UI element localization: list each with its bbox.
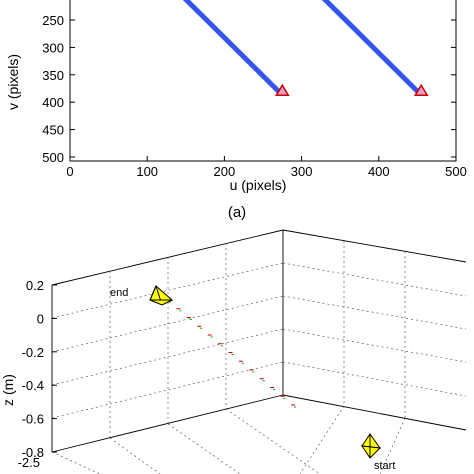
chart-a-ytick-label: 300 [42,40,64,55]
chart-a-ytick-label: 450 [42,123,64,138]
chart-a-xtick-label: 0 [66,164,73,179]
chart-a-x-ticks: 0 100 200 300 400 500 [66,156,467,179]
camera-start-icon [360,433,382,459]
chart-a-xtick-label: 300 [291,164,313,179]
chart-b-ztick-label: -0.6 [22,412,44,427]
chart-b-zlabel: z (m) [0,374,16,406]
chart-a-xtick-label: 100 [136,164,158,179]
chart-a-xtick-label: 500 [445,164,467,179]
chart-a-xtick-label: 400 [368,164,390,179]
chart-a-ytick-label: 500 [42,150,64,165]
chart-a-series-line-2 [321,0,420,94]
chart-a-xtick-label: 200 [214,164,236,179]
chart-a-series-line-1 [182,0,281,94]
annotation-start: start [374,460,395,472]
chart-a-xlabel: u (pixels) [230,177,287,193]
chart-a-caption: (a) [228,204,246,221]
chart-b-ztick-label: -0.4 [22,378,44,393]
chart-a-ytick-label: 250 [42,13,64,28]
chart-b-ztick-label: -0.2 [22,345,44,360]
chart-b-ztick-label: 0 [37,311,44,326]
chart-a: 250 300 350 400 450 500 0 100 200 300 400 500 u (p… [5,0,467,221]
chart-b-extra-tick: -2.5 [18,455,40,470]
chart-a-y-ticks: 250 300 350 400 450 500 [42,13,456,165]
chart-a-series [182,0,420,94]
chart-b-trajectory [166,299,296,408]
annotation-end: end [110,287,128,299]
chart-b-grid [51,241,467,474]
chart-b-frame [51,229,467,453]
camera-end-icon [149,285,174,306]
chart-a-ylabel: v (pixels) [5,54,21,110]
chart-a-axes-box [69,0,457,162]
chart-b: 0.2 0 -0.2 -0.4 -0.6 -0.8 -2.5 z (m) end star… [0,229,467,474]
chart-a-markers [274,83,429,96]
chart-a-ytick-label: 350 [42,68,64,83]
chart-b-ztick-label: -0.8 [22,445,44,460]
chart-a-end-marker-1 [274,83,290,96]
chart-b-ztick-label: 0.2 [26,278,44,293]
chart-b-z-ticks: 0.2 0 -0.2 -0.4 -0.6 -0.8 [22,278,57,460]
chart-a-ytick-label: 400 [42,95,64,110]
chart-a-end-marker-2 [413,83,429,96]
